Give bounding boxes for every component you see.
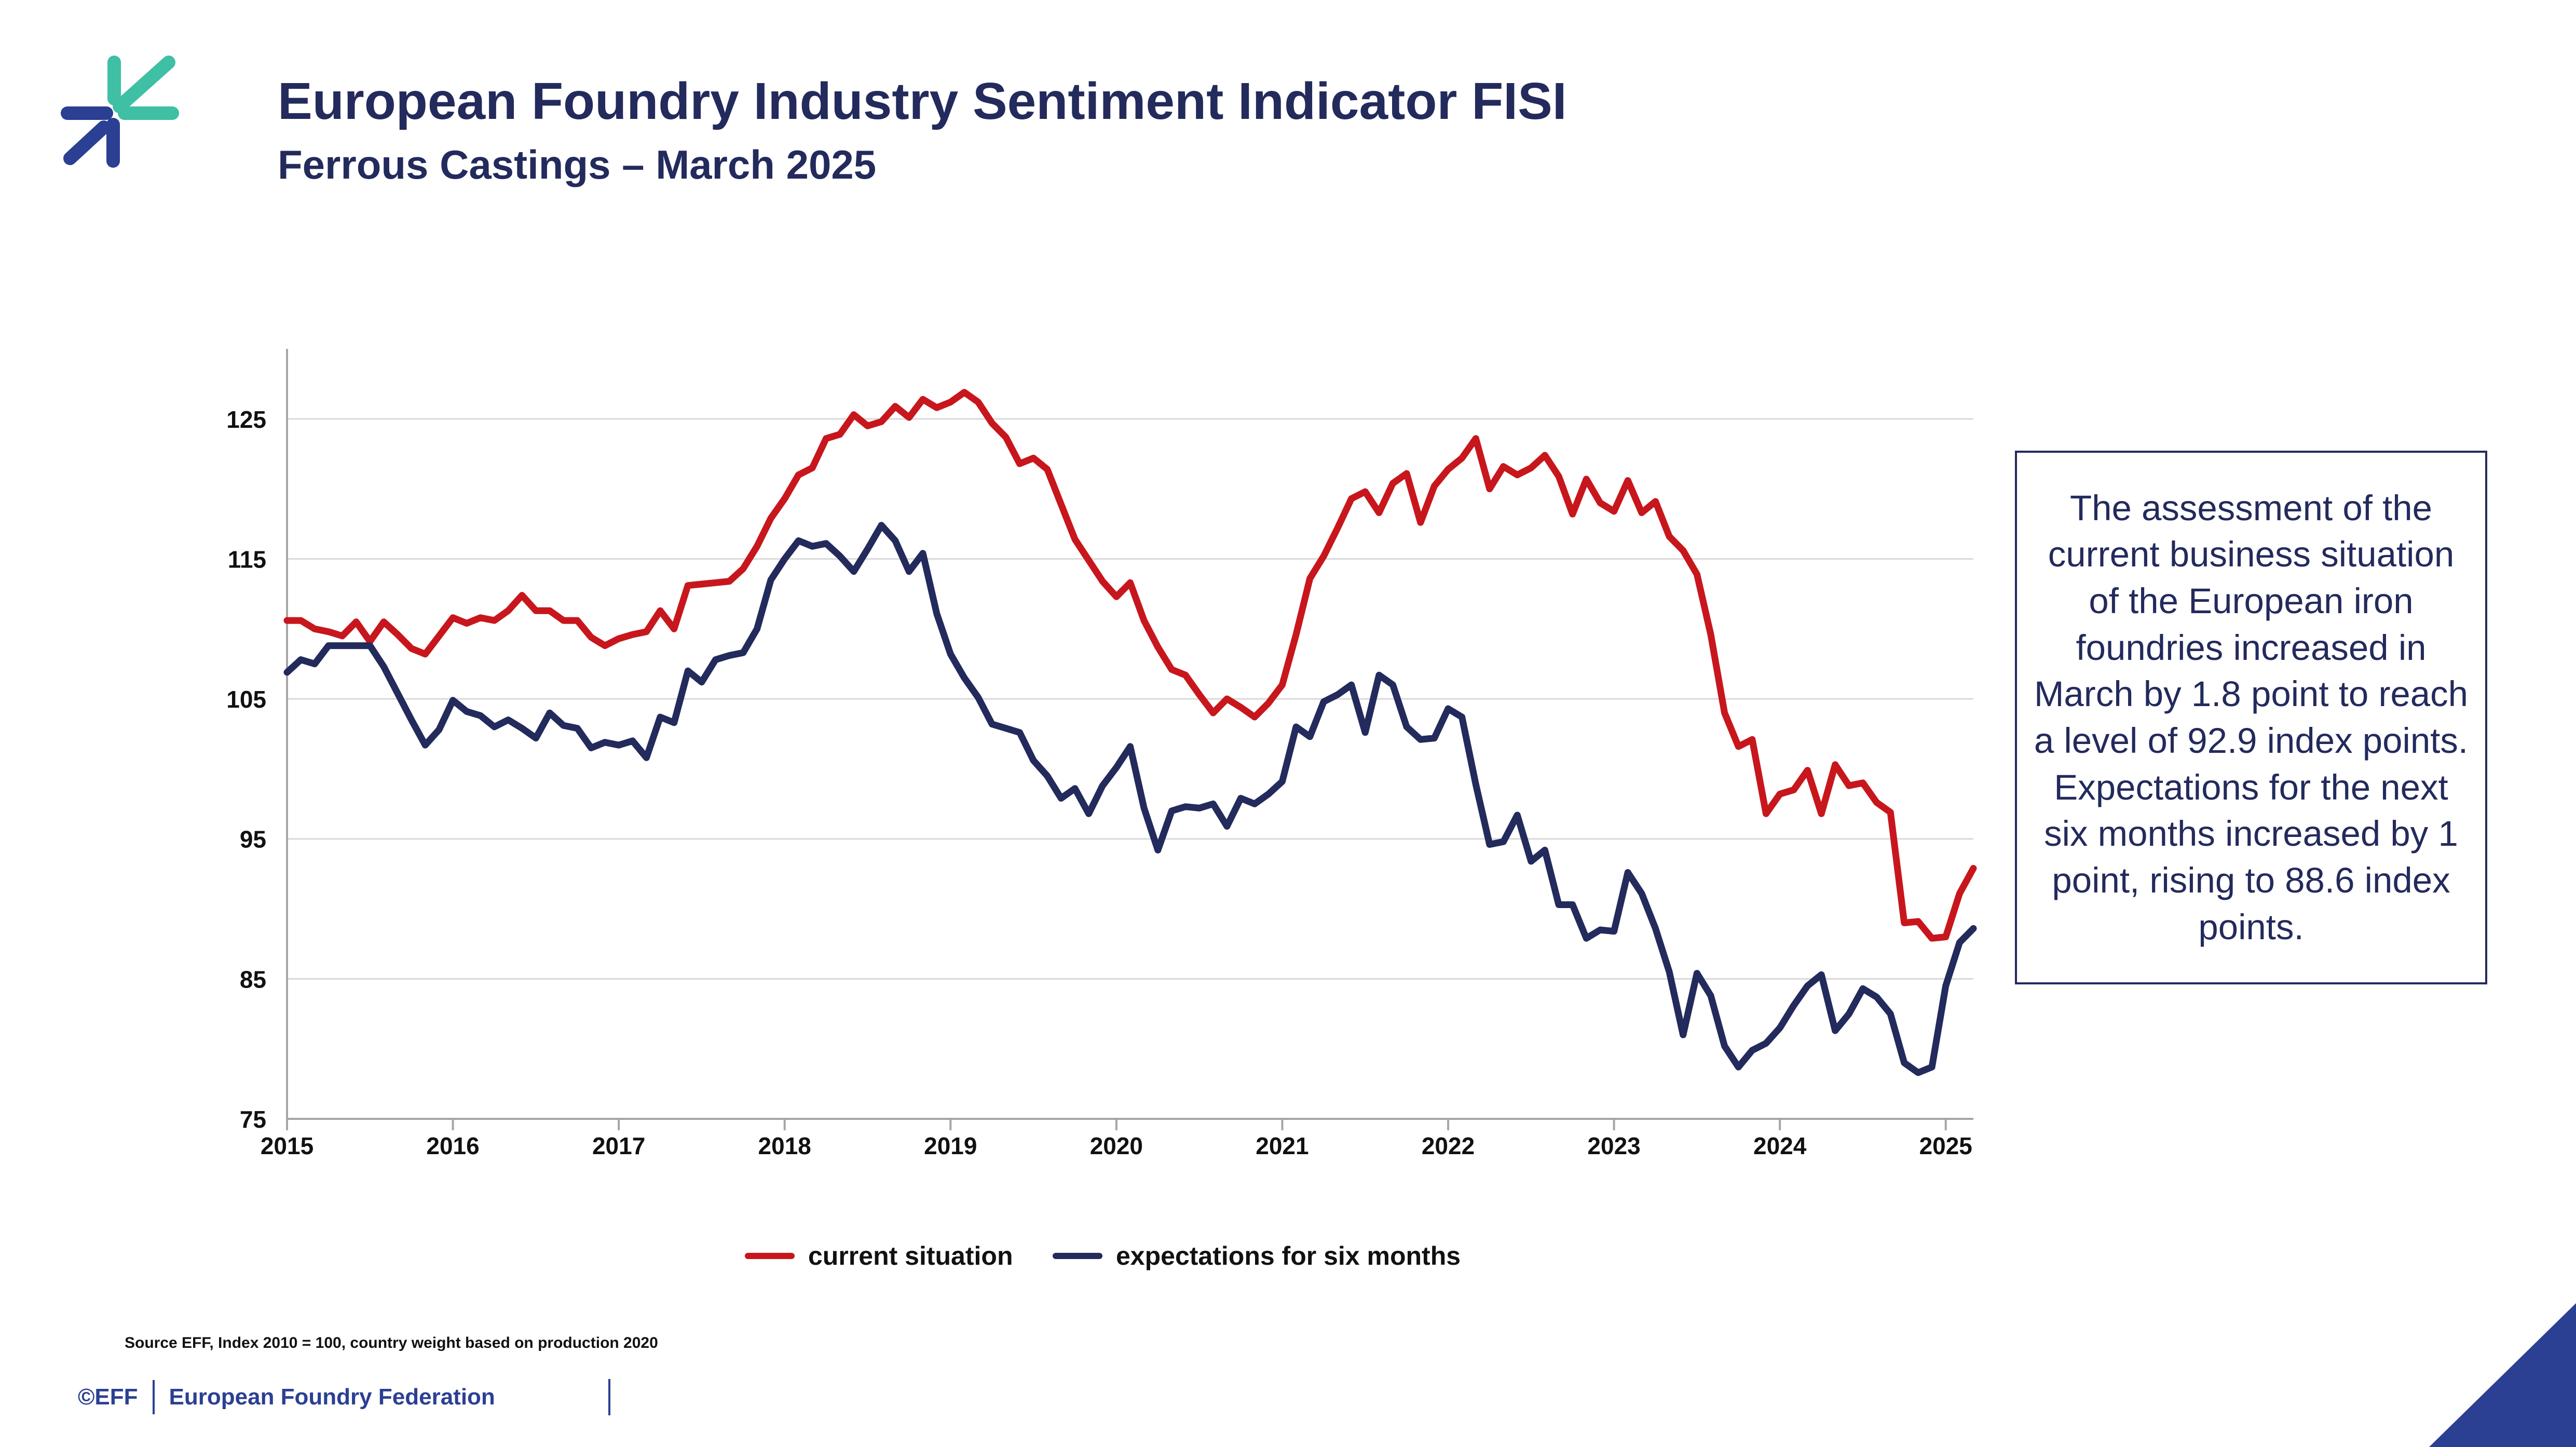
x-tick-label: 2023	[1587, 1132, 1640, 1159]
tick-labels: 75 85 95 105 115 125 2015 2016 2017 2018 2019 2020 2…	[226, 406, 1972, 1159]
series-line-current-situation	[283, 389, 1977, 942]
x-tick-label: 2021	[1256, 1132, 1309, 1159]
legend-swatch-current	[745, 1253, 795, 1259]
series-lines	[283, 389, 1977, 1076]
footer-divider	[152, 1380, 155, 1414]
footer-divider-right	[608, 1379, 610, 1415]
page-title: European Foundry Industry Sentiment Indi…	[278, 72, 1567, 130]
legend-label-expectations: expectations for six months	[1116, 1241, 1461, 1270]
footer-copyright: ©EFF	[78, 1384, 138, 1410]
y-tick-label: 75	[240, 1106, 266, 1133]
x-tick-label: 2024	[1753, 1132, 1807, 1159]
x-tick-label: 2017	[592, 1132, 645, 1159]
x-tick-label: 2019	[924, 1132, 977, 1159]
x-tick-label: 2025	[1919, 1132, 1972, 1159]
series-line-expectations	[283, 522, 1977, 1076]
x-tick-label: 2018	[758, 1132, 811, 1159]
commentary-box: The assessment of the current business s…	[2015, 451, 2487, 984]
y-tick-label: 125	[226, 406, 266, 433]
legend-swatch-expectations	[1053, 1253, 1102, 1259]
x-tick-label: 2022	[1422, 1132, 1475, 1159]
source-note: Source EFF, Index 2010 = 100, country we…	[125, 1334, 658, 1351]
footer: ©EFF European Foundry Federation	[78, 1380, 495, 1414]
legend-item-current: current situation	[745, 1241, 1013, 1271]
x-tick-label: 2015	[261, 1132, 314, 1159]
x-tick-label: 2020	[1090, 1132, 1143, 1159]
commentary-text: The assessment of the current business s…	[2034, 488, 2469, 947]
eff-logo	[61, 56, 179, 168]
chart-legend: current situation expectations for six m…	[0, 1241, 2576, 1277]
y-tick-label: 105	[226, 686, 266, 713]
y-tick-label: 95	[240, 826, 266, 853]
legend-label-current: current situation	[808, 1241, 1013, 1270]
x-tick-label: 2016	[426, 1132, 479, 1159]
corner-triangle	[2429, 1303, 2576, 1447]
y-tick-label: 115	[228, 546, 266, 573]
legend-item-expectations: expectations for six months	[1053, 1241, 1461, 1271]
y-tick-label: 85	[240, 966, 266, 993]
axes	[286, 349, 1973, 1130]
page-subtitle: Ferrous Castings – March 2025	[278, 142, 877, 187]
footer-organization: European Foundry Federation	[169, 1384, 495, 1410]
